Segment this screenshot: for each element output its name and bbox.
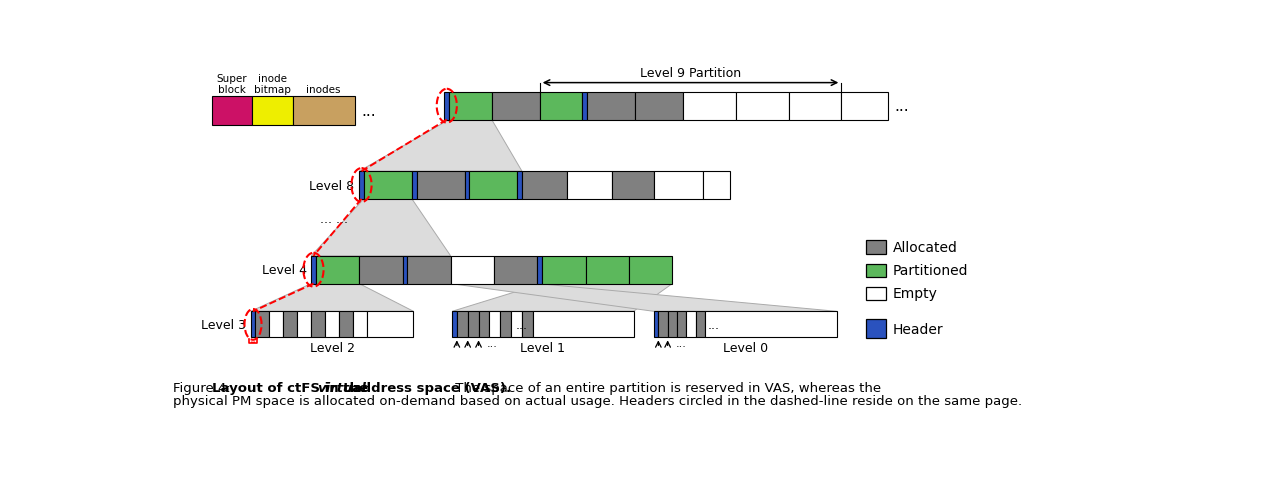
Text: Figure 4:: Figure 4: (173, 381, 236, 394)
Bar (705, 312, 837, 338)
Text: Layout of ctFS in the: Layout of ctFS in the (211, 381, 372, 394)
Bar (543, 257, 586, 284)
Bar (450, 92, 492, 121)
Text: Allocated: Allocated (892, 241, 957, 255)
Polygon shape (359, 121, 522, 172)
Text: ...: ... (708, 318, 720, 331)
Bar (789, 92, 841, 121)
Bar (687, 312, 696, 338)
Bar (655, 172, 702, 199)
Text: The space of an entire partition is reserved in VAS, whereas the: The space of an entire partition is rese… (451, 381, 880, 394)
Polygon shape (451, 284, 837, 312)
Text: Level 9 Partition: Level 9 Partition (640, 67, 741, 79)
Text: Level 1: Level 1 (520, 342, 566, 355)
Bar (252, 96, 293, 126)
Bar (587, 92, 636, 121)
Polygon shape (251, 284, 414, 312)
Bar (676, 312, 687, 338)
Bar (517, 172, 522, 199)
Bar (654, 312, 659, 338)
Bar (452, 312, 457, 338)
Bar (696, 312, 705, 338)
Text: Level 8: Level 8 (310, 179, 354, 192)
Bar (353, 312, 367, 338)
Bar (283, 312, 297, 338)
Bar (866, 287, 887, 300)
Bar (511, 312, 522, 338)
Bar (866, 264, 887, 277)
Bar (451, 257, 494, 284)
Bar (311, 312, 325, 338)
Text: Empty: Empty (892, 287, 938, 301)
Bar (668, 312, 676, 338)
Bar (841, 92, 888, 121)
Bar (311, 257, 316, 284)
Bar (612, 172, 655, 199)
Text: physical PM space is allocated on-demand based on actual usage. Headers circled : physical PM space is allocated on-demand… (173, 394, 1022, 407)
Text: Level 0: Level 0 (722, 342, 768, 355)
Bar (492, 92, 540, 121)
Text: ...: ... (894, 99, 908, 114)
Bar (457, 312, 468, 338)
Text: ...: ... (675, 338, 687, 348)
Text: ... ...: ... ... (320, 213, 348, 226)
Polygon shape (452, 284, 673, 312)
Bar (367, 312, 414, 338)
Bar (469, 172, 517, 199)
Bar (522, 172, 567, 199)
Bar (297, 312, 311, 338)
Bar (501, 312, 511, 338)
Bar (465, 172, 469, 199)
Bar (417, 172, 465, 199)
Text: Partitioned: Partitioned (892, 264, 968, 277)
Text: ...: ... (516, 318, 527, 331)
Text: Header: Header (892, 322, 943, 336)
Bar (866, 241, 887, 254)
Bar (468, 312, 479, 338)
Bar (702, 172, 730, 199)
Bar (533, 312, 633, 338)
Bar (494, 257, 538, 284)
Bar (659, 312, 668, 338)
Text: Level 2: Level 2 (310, 342, 354, 355)
Bar (866, 319, 887, 338)
Bar (255, 312, 269, 338)
Bar (736, 92, 789, 121)
Bar (403, 257, 408, 284)
Text: Level 4: Level 4 (261, 264, 307, 277)
Polygon shape (311, 199, 451, 257)
Bar (629, 257, 673, 284)
Bar (325, 312, 339, 338)
Bar (269, 312, 283, 338)
Text: Super
block: Super block (217, 74, 247, 95)
Bar (364, 172, 412, 199)
Bar (586, 257, 629, 284)
Bar (636, 92, 683, 121)
Text: address space (VAS).: address space (VAS). (348, 381, 511, 394)
Bar (211, 96, 252, 126)
Bar (251, 312, 255, 338)
Bar (522, 312, 533, 338)
Bar (412, 172, 417, 199)
Bar (538, 257, 543, 284)
Text: ...: ... (362, 104, 376, 119)
Bar (489, 312, 501, 338)
Text: virtual: virtual (317, 381, 366, 394)
Text: inode
bitmap: inode bitmap (254, 74, 290, 95)
Bar (582, 92, 587, 121)
Bar (683, 92, 736, 121)
Bar (408, 257, 451, 284)
Text: ...: ... (487, 338, 497, 348)
Bar (339, 312, 353, 338)
Bar (540, 92, 582, 121)
Bar (359, 172, 364, 199)
Bar (445, 92, 450, 121)
Bar (567, 172, 612, 199)
Text: Level 3: Level 3 (201, 318, 246, 331)
Text: inodes: inodes (306, 85, 341, 95)
Bar (479, 312, 489, 338)
Bar (359, 257, 403, 284)
Bar (293, 96, 355, 126)
Bar (316, 257, 359, 284)
